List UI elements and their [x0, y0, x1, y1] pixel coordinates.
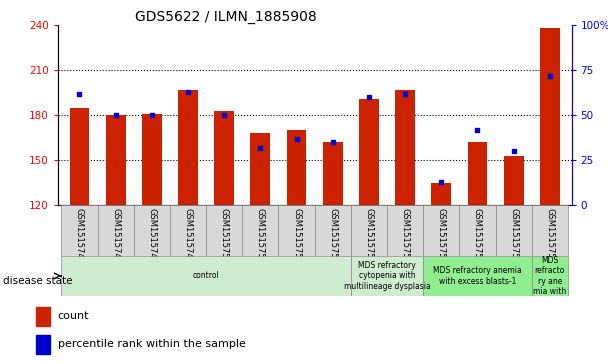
Bar [468, 142, 488, 205]
Bar [423, 205, 460, 256]
Bar [503, 156, 523, 205]
Text: GSM1515752: GSM1515752 [292, 208, 301, 264]
Text: GSM1515750: GSM1515750 [219, 208, 229, 264]
Bar [170, 205, 206, 256]
Text: MDS
refracto
ry ane
mia with: MDS refracto ry ane mia with [533, 256, 567, 296]
Text: GDS5622 / ILMN_1885908: GDS5622 / ILMN_1885908 [135, 11, 317, 24]
Bar [351, 205, 387, 256]
Text: GSM1515751: GSM1515751 [256, 208, 265, 264]
Text: GSM1515753: GSM1515753 [328, 208, 337, 264]
Bar [532, 205, 568, 256]
Bar [323, 142, 343, 205]
Bar [315, 205, 351, 256]
Text: disease state: disease state [3, 276, 72, 286]
Bar [359, 99, 379, 205]
Bar [242, 205, 278, 256]
Bar [214, 111, 234, 205]
Bar [106, 115, 126, 205]
Bar [387, 205, 423, 256]
Text: control: control [193, 272, 219, 280]
Text: GSM1515749: GSM1515749 [184, 208, 193, 264]
Text: GSM1515755: GSM1515755 [401, 208, 410, 264]
Bar [178, 90, 198, 205]
Bar [36, 307, 49, 326]
Bar [142, 114, 162, 205]
Bar [395, 90, 415, 205]
Text: MDS refractory anemia
with excess blasts-1: MDS refractory anemia with excess blasts… [433, 266, 522, 286]
Text: GSM1515747: GSM1515747 [111, 208, 120, 264]
Bar [278, 205, 315, 256]
Text: GSM1515748: GSM1515748 [147, 208, 156, 264]
Bar [69, 108, 89, 205]
Text: GSM1515757: GSM1515757 [473, 208, 482, 264]
Bar [134, 205, 170, 256]
Bar [206, 205, 242, 256]
Bar [532, 256, 568, 296]
Bar [423, 256, 532, 296]
Bar [540, 28, 560, 205]
Text: GSM1515759: GSM1515759 [545, 208, 554, 264]
Text: GSM1515756: GSM1515756 [437, 208, 446, 264]
Text: GSM1515758: GSM1515758 [509, 208, 518, 264]
Text: MDS refractory
cytopenia with
multilineage dysplasia: MDS refractory cytopenia with multilinea… [344, 261, 430, 291]
Bar [351, 256, 423, 296]
Text: count: count [58, 311, 89, 321]
Bar [61, 205, 97, 256]
Bar [250, 133, 271, 205]
Text: GSM1515746: GSM1515746 [75, 208, 84, 264]
Text: GSM1515754: GSM1515754 [364, 208, 373, 264]
Bar [431, 183, 451, 205]
Bar [36, 335, 49, 354]
Bar [286, 130, 306, 205]
Bar [460, 205, 496, 256]
Bar [61, 256, 351, 296]
Text: percentile rank within the sample: percentile rank within the sample [58, 339, 246, 349]
Bar [97, 205, 134, 256]
Bar [496, 205, 532, 256]
